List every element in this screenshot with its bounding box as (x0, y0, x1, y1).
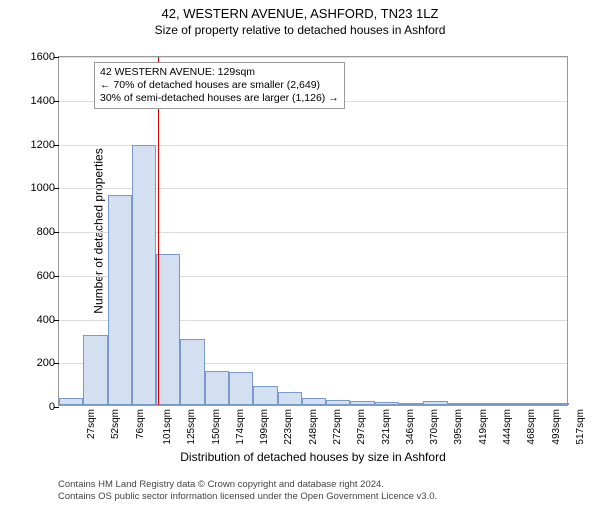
x-tick-label: 444sqm (502, 409, 513, 445)
x-tick-label: 297sqm (356, 409, 367, 445)
x-tick-label: 76sqm (135, 409, 146, 439)
x-tick-label: 52sqm (110, 409, 121, 439)
x-tick-label: 370sqm (429, 409, 440, 445)
y-tick-label: 1200 (31, 139, 55, 151)
x-tick-label: 517sqm (575, 409, 586, 445)
bar (496, 403, 520, 405)
bar (302, 398, 326, 405)
x-tick-label: 321sqm (380, 409, 391, 445)
x-tick-label: 27sqm (86, 409, 97, 439)
x-tick-label: 468sqm (526, 409, 537, 445)
chart-title: 42, WESTERN AVENUE, ASHFORD, TN23 1LZ (0, 6, 600, 21)
bar (448, 403, 472, 405)
bar (108, 195, 132, 405)
bar (350, 401, 374, 405)
footer: Contains HM Land Registry data © Crown c… (58, 479, 437, 502)
y-tick-label: 1600 (31, 51, 55, 63)
gridline (59, 57, 567, 58)
y-tick-label: 600 (37, 270, 55, 282)
bar (132, 145, 156, 405)
y-tick-label: 400 (37, 314, 55, 326)
annotation-box: 42 WESTERN AVENUE: 129sqm ← 70% of detac… (94, 62, 345, 109)
y-tick-label: 0 (49, 401, 55, 413)
bar (326, 400, 350, 405)
bar (375, 402, 399, 405)
bar (399, 403, 423, 405)
x-tick-label: 101sqm (162, 409, 173, 445)
bar (472, 403, 496, 405)
bar (229, 372, 253, 405)
x-tick-label: 125sqm (186, 409, 197, 445)
x-tick-label: 346sqm (405, 409, 416, 445)
x-tick-label: 493sqm (550, 409, 561, 445)
x-tick-label: 272sqm (332, 409, 343, 445)
bar (156, 254, 180, 405)
bar (205, 371, 229, 405)
x-tick-label: 395sqm (453, 409, 464, 445)
bar (545, 403, 569, 405)
x-tick-label: 248sqm (307, 409, 318, 445)
y-tick-label: 800 (37, 226, 55, 238)
annotation-line2: ← 70% of detached houses are smaller (2,… (100, 79, 339, 92)
x-tick-label: 150sqm (210, 409, 221, 445)
annotation-line3: 30% of semi-detached houses are larger (… (100, 92, 339, 105)
bar (253, 386, 277, 405)
bar (278, 392, 302, 405)
chart-subtitle: Size of property relative to detached ho… (0, 23, 600, 37)
footer-line2: Contains OS public sector information li… (58, 491, 437, 502)
x-tick-label: 199sqm (259, 409, 270, 445)
y-tick-label: 1000 (31, 182, 55, 194)
y-tick-label: 200 (37, 357, 55, 369)
footer-line1: Contains HM Land Registry data © Crown c… (58, 479, 437, 490)
x-tick-label: 223sqm (283, 409, 294, 445)
chart-area: Number of detached properties 0200400600… (58, 56, 568, 406)
bar (520, 403, 544, 405)
x-tick-label: 419sqm (477, 409, 488, 445)
annotation-line1: 42 WESTERN AVENUE: 129sqm (100, 66, 339, 79)
bar (83, 335, 107, 405)
bar (423, 401, 447, 405)
bar (59, 398, 83, 405)
bar (180, 339, 204, 405)
x-axis-label: Distribution of detached houses by size … (180, 450, 446, 464)
x-tick-label: 174sqm (235, 409, 246, 445)
y-tick-label: 1400 (31, 95, 55, 107)
